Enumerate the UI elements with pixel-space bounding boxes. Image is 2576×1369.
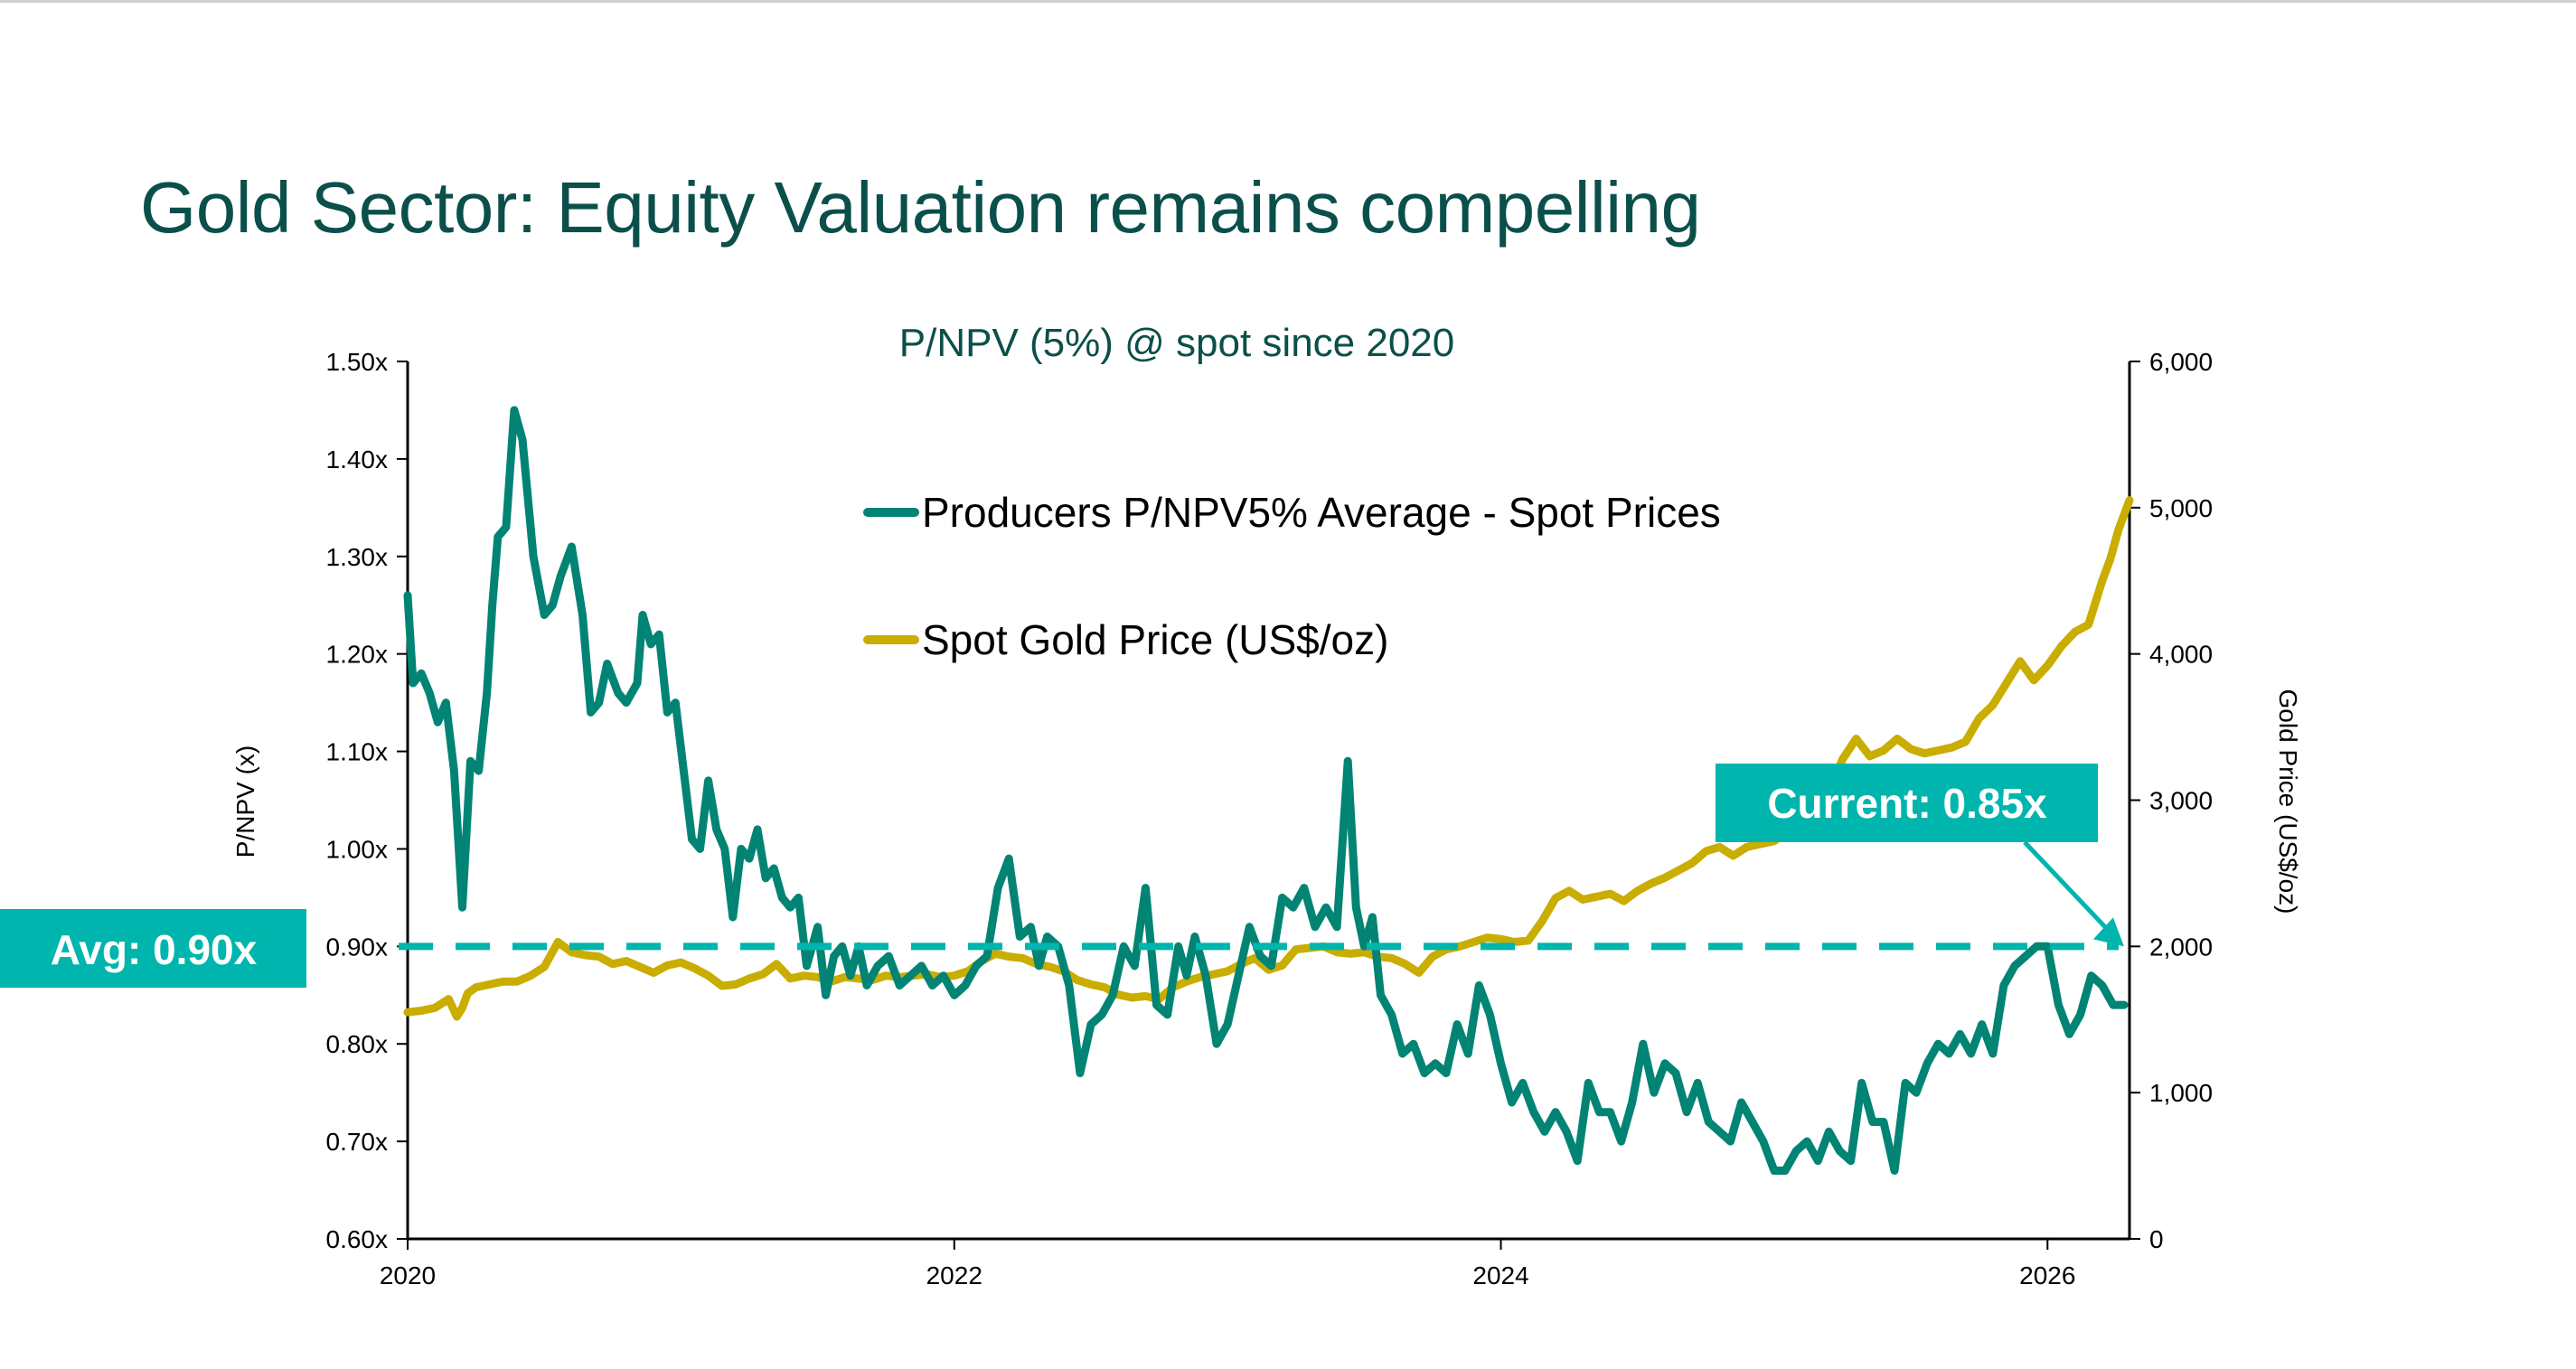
right-axis-tick-label: 4,000 bbox=[2149, 641, 2213, 669]
average-callout-box bbox=[0, 909, 306, 988]
right-axis-tick-label: 6,000 bbox=[2149, 348, 2213, 376]
left-axis-tick-label: 1.10x bbox=[326, 738, 389, 766]
series-line-pnpv bbox=[403, 406, 2129, 1175]
x-axis-tick-label: 2026 bbox=[2019, 1261, 2075, 1289]
right-axis-tick-label: 5,000 bbox=[2149, 494, 2213, 522]
left-axis-title: P/NPV (x) bbox=[231, 745, 259, 858]
left-axis-tick-label: 1.30x bbox=[326, 543, 389, 571]
x-axis: 2020 2022 2024 2026 bbox=[380, 1237, 2129, 1289]
right-axis-tick-label: 0 bbox=[2149, 1225, 2164, 1253]
x-axis-tick-label: 2020 bbox=[380, 1261, 436, 1289]
left-axis-tick-label: 1.00x bbox=[326, 835, 389, 863]
current-callout-label: Current: 0.85x bbox=[1767, 780, 2047, 827]
left-y-axis: 0.60x 0.70x 0.80x 0.90x 1.00x 1.10x 1.20x 1.30x… bbox=[326, 348, 409, 1253]
top-divider bbox=[0, 0, 2576, 3]
right-axis-tick-label: 3,000 bbox=[2149, 787, 2213, 815]
current-arrow-head bbox=[2092, 917, 2124, 947]
chart-title: P/NPV (5%) @ spot since 2020 bbox=[899, 321, 1455, 365]
left-axis-tick-label: 0.60x bbox=[326, 1225, 389, 1253]
left-axis-tick-label: 1.50x bbox=[326, 348, 389, 376]
current-callout-box bbox=[1716, 764, 2098, 842]
left-axis-tick-label: 0.70x bbox=[326, 1128, 389, 1156]
legend: Producers P/NPV5% Average - Spot Prices … bbox=[863, 489, 1721, 663]
right-axis-tick-label: 2,000 bbox=[2149, 933, 2213, 961]
average-callout: Avg: 0.90x bbox=[0, 909, 306, 988]
legend-label-pnpv: Producers P/NPV5% Average - Spot Prices bbox=[922, 489, 1721, 536]
left-axis-tick-label: 0.80x bbox=[326, 1030, 389, 1058]
x-axis-tick-label: 2022 bbox=[926, 1261, 982, 1289]
legend-label-gold: Spot Gold Price (US$/oz) bbox=[922, 616, 1388, 663]
current-arrow-line bbox=[2023, 840, 2117, 940]
x-axis-tick-label: 2024 bbox=[1472, 1261, 1528, 1289]
series-group bbox=[403, 406, 2134, 1175]
average-callout-label: Avg: 0.90x bbox=[51, 926, 258, 973]
right-axis-tick-label: 1,000 bbox=[2149, 1079, 2213, 1107]
left-axis-tick-label: 1.40x bbox=[326, 445, 389, 474]
right-axis-title: Gold Price (US$/oz) bbox=[2274, 689, 2302, 914]
left-axis-tick-label: 0.90x bbox=[326, 933, 389, 961]
current-callout: Current: 0.85x bbox=[1716, 764, 2124, 947]
right-y-axis: 0 1,000 2,000 3,000 4,000 5,000 6,000 bbox=[2128, 348, 2213, 1253]
series-line-gold-price bbox=[403, 496, 2134, 1021]
left-axis-tick-label: 1.20x bbox=[326, 641, 389, 669]
page-title: Gold Sector: Equity Valuation remains co… bbox=[140, 166, 1701, 248]
